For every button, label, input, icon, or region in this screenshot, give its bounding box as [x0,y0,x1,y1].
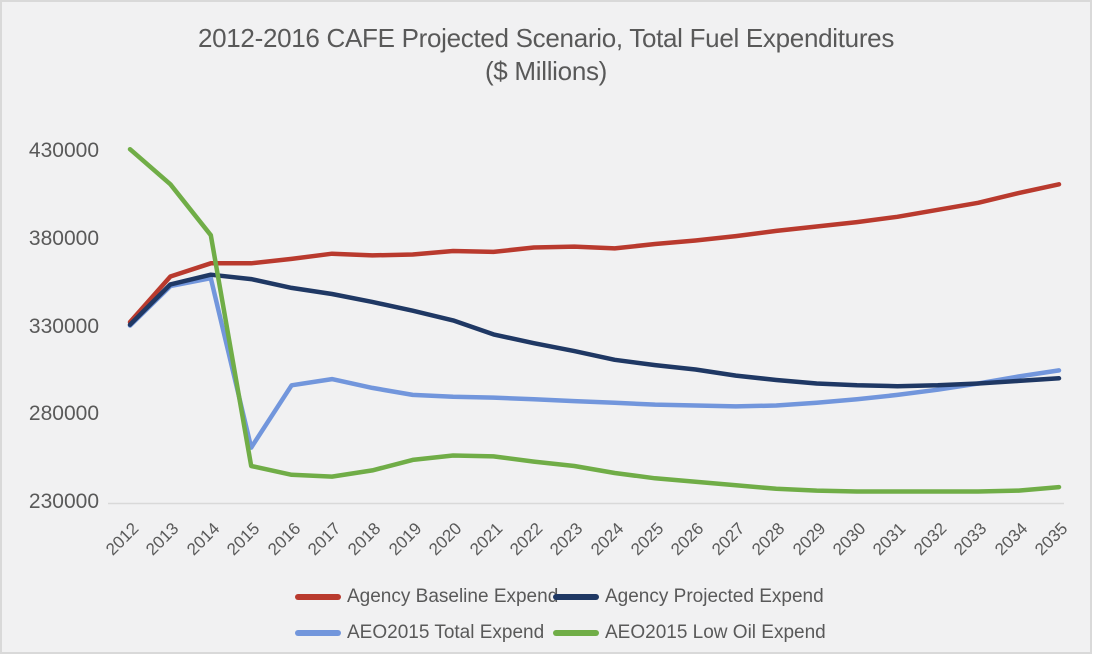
legend-swatch-agency-projected-expend [553,594,599,600]
legend-item-agency-baseline-expend: Agency Baseline Expend [295,585,558,609]
legend-item-aeo2015-low-oil-expend: AEO2015 Low Oil Expend [553,621,826,645]
y-tick-label-230000: 230000 [28,490,99,513]
chart-title-line2: ($ Millions) [484,56,608,86]
legend-label-aeo2015-low-oil-expend: AEO2015 Low Oil Expend [605,622,826,643]
legend-swatch-aeo2015-low-oil-expend [553,630,599,636]
y-tick-label-280000: 280000 [28,402,99,426]
series-line-aeo2015-low-oil-expend [127,146,1062,494]
chart-legend: Agency Baseline Expend Agency Projected … [295,585,826,645]
y-tick-label-330000: 330000 [28,314,99,338]
legend-item-aeo2015-total-expend: AEO2015 Total Expend [295,621,553,645]
legend-swatch-aeo2015-total-expend [295,630,341,636]
chart-title-line1: 2012-2016 CAFE Projected Scenario, Total… [197,23,895,53]
series-line-aeo2015-total-expend [127,275,1062,450]
legend-label-aeo2015-total-expend: AEO2015 Total Expend [347,622,545,643]
legend-swatch-agency-baseline-expend [295,594,341,600]
chart-title: 2012-2016 CAFE Projected Scenario, Total… [2,22,1090,88]
series-line-agency-projected-expend [127,272,1062,389]
y-tick-label-430000: 430000 [28,139,99,162]
series-line-agency-baseline-expend [127,182,1062,325]
legend-item-agency-projected-expend: Agency Projected Expend [553,585,826,609]
legend-label-agency-projected-expend: Agency Projected Expend [605,586,824,607]
legend-label-agency-baseline-expend: Agency Baseline Expend [347,586,559,607]
y-tick-label-380000: 380000 [28,226,99,250]
